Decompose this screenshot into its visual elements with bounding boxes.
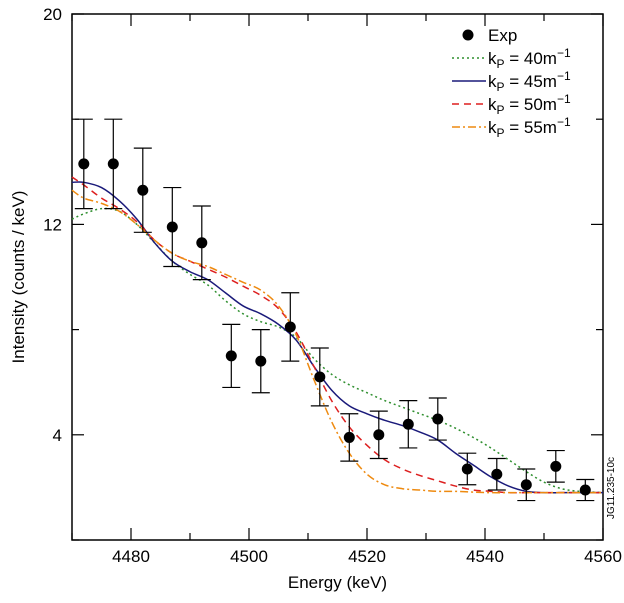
- legend-label: kP = 45m−1: [488, 69, 571, 94]
- legend-entry: kP = 50m−1: [452, 92, 571, 117]
- legend-label: Exp: [488, 26, 517, 45]
- data-point: [310, 347, 329, 407]
- data-point: [487, 457, 506, 491]
- data-point: [74, 118, 93, 210]
- data-point: [517, 468, 536, 502]
- legend-label: kP = 40m−1: [488, 46, 571, 71]
- data-point: [458, 452, 477, 486]
- figure-id-note: JG11.235-10c: [606, 457, 617, 519]
- model-curves: [71, 176, 604, 494]
- x-axis-label: Energy (keV): [288, 573, 387, 592]
- legend-entry: kP = 40m−1: [452, 46, 571, 71]
- data-point: [369, 410, 388, 460]
- data-point: [163, 186, 182, 268]
- y-tick-label: 12: [43, 215, 62, 234]
- legend-entry: kP = 55m−1: [452, 115, 571, 140]
- data-point: [399, 400, 418, 449]
- plot-frame: [71, 13, 604, 541]
- data-point-marker: [314, 371, 326, 383]
- data-point-marker: [284, 321, 296, 333]
- data-point-marker: [402, 418, 414, 430]
- data-point-marker: [343, 431, 355, 443]
- data-point-marker: [137, 184, 149, 196]
- curve-50: [71, 176, 603, 494]
- y-tick-label: 20: [43, 5, 62, 24]
- data-point-marker: [78, 158, 90, 170]
- x-tick-label: 4560: [584, 547, 622, 566]
- curve-55: [71, 189, 603, 494]
- data-point-marker: [579, 484, 591, 496]
- data-point-marker: [225, 350, 237, 362]
- legend-marker-exp: [462, 29, 474, 41]
- data-point: [546, 449, 565, 483]
- curve-45: [71, 181, 603, 494]
- data-point: [428, 397, 447, 441]
- y-tick-label: 4: [53, 426, 62, 445]
- x-tick-label: 4480: [112, 547, 150, 566]
- curve-40: [71, 207, 604, 494]
- x-tick-label: 4540: [466, 547, 504, 566]
- data-point-marker: [432, 413, 444, 425]
- x-axis-ticks: 4480 4500 4520 4540 4560: [71, 14, 622, 566]
- legend-label: kP = 55m−1: [488, 115, 571, 140]
- data-point: [222, 323, 241, 389]
- data-point: [133, 147, 152, 233]
- data-point: [340, 413, 359, 462]
- data-point-marker: [520, 479, 532, 491]
- data-point: [576, 478, 595, 502]
- x-tick-label: 4500: [230, 547, 268, 566]
- data-point: [281, 292, 300, 362]
- data-point-marker: [491, 468, 503, 480]
- data-point-marker: [255, 355, 267, 367]
- data-point: [192, 205, 211, 281]
- x-tick-label: 4520: [348, 547, 386, 566]
- y-axis-ticks: 4 12 20: [43, 5, 603, 541]
- y-axis-label: Intensity (counts / keV): [9, 191, 28, 364]
- experimental-points: [74, 118, 595, 502]
- data-point-marker: [550, 460, 562, 472]
- legend-entry: kP = 45m−1: [452, 69, 571, 94]
- legend-entry: Exp: [462, 26, 517, 45]
- data-point-marker: [461, 463, 473, 475]
- data-point-marker: [373, 429, 385, 441]
- data-point: [104, 118, 123, 210]
- legend-label: kP = 50m−1: [488, 92, 571, 117]
- data-point-marker: [166, 221, 178, 233]
- data-point-marker: [107, 158, 119, 170]
- data-point: [251, 329, 270, 394]
- data-point-marker: [196, 237, 208, 249]
